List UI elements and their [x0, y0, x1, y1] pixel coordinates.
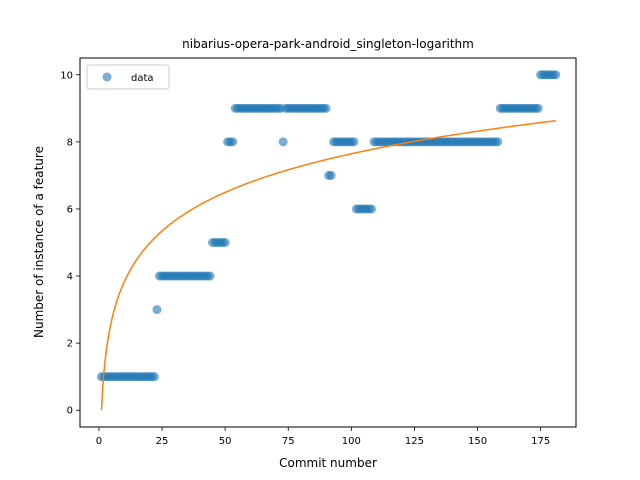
y-tick-label: 0: [67, 406, 73, 417]
x-tick-label: 125: [405, 436, 424, 447]
y-axis-title: Number of instance of a feature: [32, 146, 46, 338]
x-tick-label: 0: [96, 436, 102, 447]
x-tick-label: 175: [531, 436, 550, 447]
data-point: [533, 103, 543, 113]
y-tick-label: 2: [67, 339, 73, 350]
axis-ticks: 0 25 50 75 100 125 150 175 0 2 4 6 8 10: [60, 70, 550, 447]
data-point: [321, 103, 331, 113]
y-tick-label: 8: [67, 137, 73, 148]
x-tick-label: 150: [468, 436, 487, 447]
x-tick-label: 100: [342, 436, 361, 447]
data-point: [551, 70, 561, 80]
legend: data: [86, 64, 170, 90]
y-tick-label: 4: [67, 272, 73, 283]
y-tick-label: 10: [60, 70, 73, 81]
fit-line: [100, 120, 556, 411]
data-point: [326, 170, 336, 180]
chart-title: nibarius-opera-park-android_singleton-lo…: [182, 37, 474, 51]
data-point: [149, 372, 159, 382]
plot-area: [96, 70, 561, 411]
legend-box: [86, 64, 170, 90]
data-point: [220, 238, 230, 247]
legend-label-data: data: [131, 73, 154, 84]
x-tick-label: 50: [219, 436, 232, 447]
axes-frame: [79, 57, 577, 428]
x-tick-label: 25: [156, 436, 169, 447]
x-axis-title: Commit number: [279, 456, 377, 470]
x-tick-label: 75: [282, 436, 295, 447]
legend-marker-data: [102, 72, 112, 82]
data-point: [278, 137, 288, 147]
data-point: [205, 271, 215, 281]
data-point: [152, 305, 162, 315]
y-tick-label: 6: [67, 204, 73, 215]
data-point: [367, 204, 377, 214]
data-point: [228, 137, 238, 147]
data-point: [493, 137, 503, 147]
data-point: [349, 137, 359, 147]
